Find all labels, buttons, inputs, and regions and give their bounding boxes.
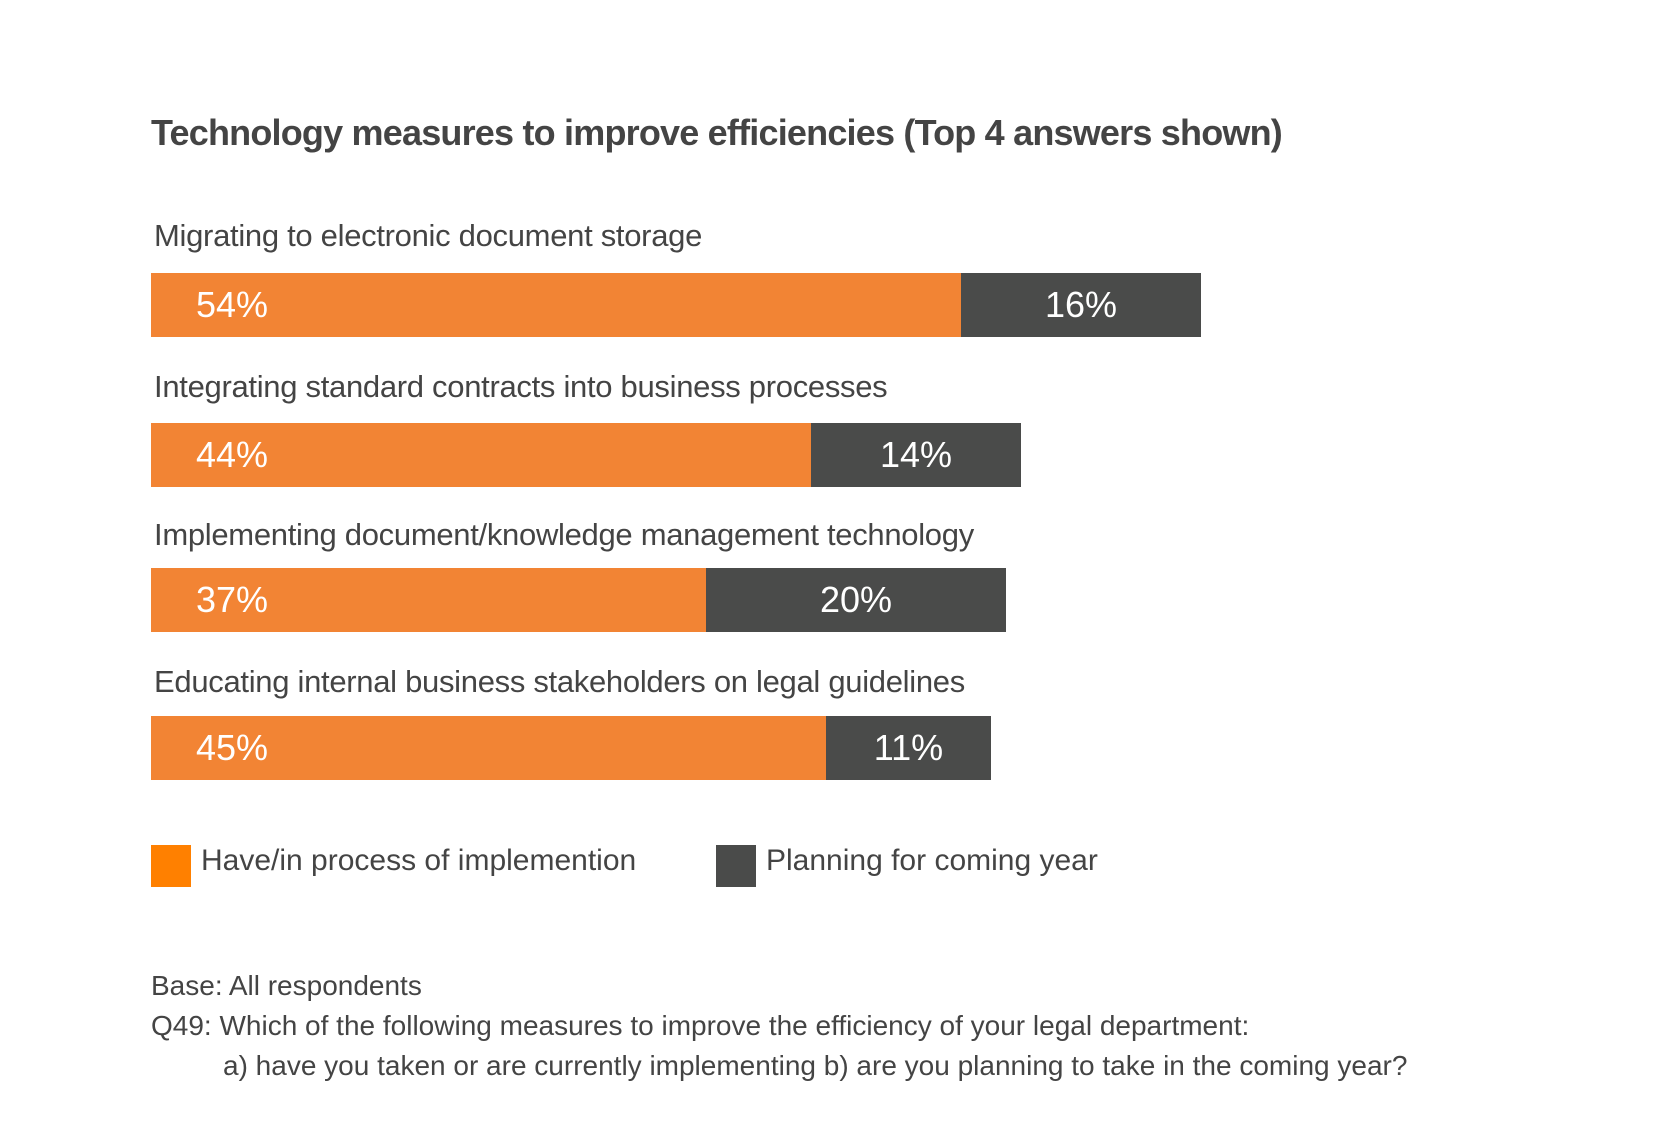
bar-segment-implemented: 45% [151, 716, 826, 780]
category-label: Integrating standard contracts into busi… [154, 369, 888, 404]
category-label: Educating internal business stakeholders… [154, 664, 965, 699]
bar-segment-implemented: 54% [151, 273, 961, 337]
footer-sub: a) have you taken or are currently imple… [223, 1050, 1408, 1081]
category-label: Implementing document/knowledge manageme… [154, 517, 974, 552]
bar-segment-planning: 16% [961, 273, 1201, 337]
data-label: 16% [1044, 284, 1118, 325]
legend-swatch [151, 845, 191, 887]
bar-segment-planning: 14% [811, 423, 1021, 487]
data-label: 37% [196, 579, 269, 620]
legend-label: Have/in process of implemention [201, 844, 637, 877]
footer-question: Q49: Which of the following measures to … [151, 1010, 1250, 1041]
bar-segment-planning: 11% [826, 716, 991, 780]
legend-swatch [716, 845, 756, 887]
data-label: 11% [873, 727, 944, 768]
footer-base: Base: All respondents [151, 970, 422, 1001]
legend-label: Planning for coming year [766, 844, 1098, 877]
category-label: Migrating to electronic document storage [154, 218, 703, 253]
bar-segment-implemented: 44% [151, 423, 811, 487]
data-label: 54% [196, 284, 269, 325]
data-label: 20% [819, 579, 893, 620]
bar-segment-implemented: 37% [151, 568, 706, 632]
data-label: 44% [196, 434, 269, 475]
bar-segment-planning: 20% [706, 568, 1006, 632]
data-label: 45% [196, 727, 269, 768]
data-label: 14% [879, 434, 953, 475]
chart-title: Technology measures to improve efficienc… [151, 112, 1283, 153]
